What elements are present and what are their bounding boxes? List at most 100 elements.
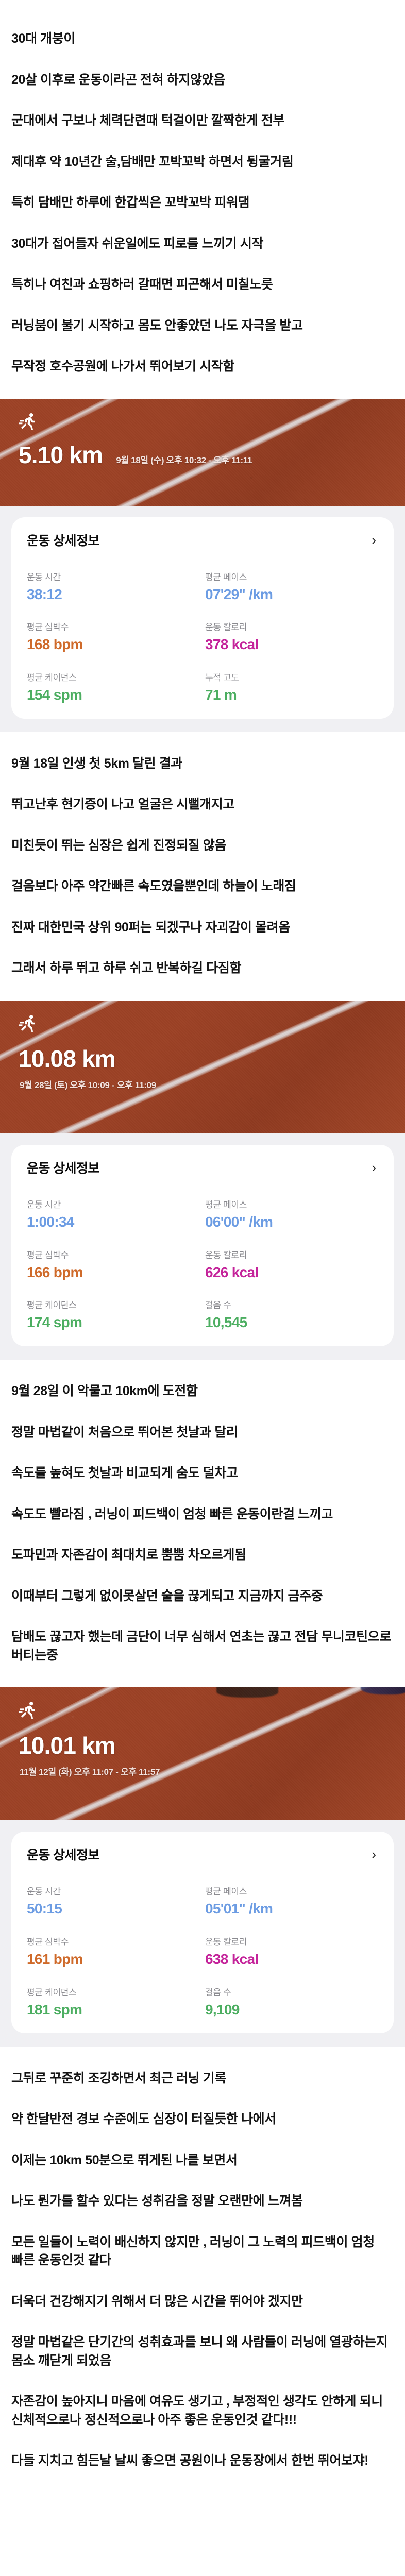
stat-cell: 평균 케이던스 174 spm: [27, 1298, 200, 1331]
stat-value: 1:00:34: [27, 1213, 74, 1230]
post-paragraph: 이때부터 그렇게 없이못살던 술을 끊게되고 지금까지 금주중: [11, 1588, 323, 1603]
hero-content: 10.01 km 11월 12일 (화) 오후 11:07 - 오후 11:57: [0, 1687, 405, 1777]
post-paragraph: 30대가 접어들자 쉬운일에도 피로를 느끼기 시작: [11, 236, 264, 251]
post-paragraph: 속도도 빨라짐 , 러닝이 피드백이 엄청 빠른 운동이란걸 느끼고: [11, 1506, 333, 1521]
stat-value: 168 bpm: [27, 636, 83, 653]
run-distance: 10.01 km: [19, 1732, 116, 1759]
intro-text-block: 30대 개붕이 20살 이후로 운동이라곤 전혀 하지않았음 군대에서 구보나 체력…: [0, 30, 405, 376]
paragraph-spacer: [11, 2170, 394, 2192]
post-paragraph: 걸음보다 아주 약간빠른 속도였을뿐인데 하늘이 노래짐: [11, 879, 296, 894]
run-record-card: 10.08 km 9월 28일 (토) 오후 10:09 - 오후 11:09 운동…: [0, 1000, 405, 1360]
paragraph-spacer: [11, 2370, 394, 2393]
paragraph-spacer: [11, 1605, 394, 1628]
running-person-icon: [19, 1014, 405, 1033]
run-distance: 10.08 km: [19, 1045, 116, 1072]
stat-cell: 평균 심박수 168 bpm: [27, 620, 200, 653]
track-photo-hero: 10.08 km 9월 28일 (토) 오후 10:09 - 오후 11:09: [0, 1000, 405, 1133]
stat-value: 71 m: [205, 687, 237, 703]
stat-cell: 평균 페이스 06'00" /km: [205, 1197, 378, 1230]
post-paragraph: 군대에서 구보나 체력단련때 턱걸이만 깔짝한게 전부: [11, 113, 284, 128]
distance-date-row: 5.10 km 9월 18일 (수) 오후 10:32 - 오후 11:11: [19, 443, 405, 467]
stat-label: 평균 페이스: [205, 572, 247, 582]
exercise-detail-card[interactable]: 운동 상세정보 › 운동 시간 50:15 평균 페이스 05'01" /km 평균 심박수…: [11, 1832, 394, 2033]
stat-cell: 평균 심박수 161 bpm: [27, 1935, 200, 1968]
stat-cell: 평균 케이던스 181 spm: [27, 1985, 200, 2018]
run-date-range: 11월 12일 (화) 오후 11:07 - 오후 11:57: [20, 1767, 160, 1777]
detail-card-header[interactable]: 운동 상세정보 ›: [27, 531, 378, 549]
paragraph-spacer: [11, 2129, 394, 2151]
stat-label: 운동 칼로리: [205, 622, 247, 633]
stat-label: 운동 칼로리: [205, 1937, 247, 1947]
post-paragraph: 러닝붐이 불기 시작하고 몸도 안좋았던 나도 자극을 받고: [11, 318, 303, 333]
running-person-icon: [19, 1701, 405, 1720]
run-detail-body: 운동 상세정보 › 운동 시간 38:12 평균 페이스 07'29" /km 평균 심박수…: [0, 505, 405, 732]
paragraph-spacer: [11, 855, 394, 877]
runner-shoe-shadow: [216, 1687, 278, 1698]
stat-label: 평균 케이던스: [27, 673, 77, 683]
paragraph-spacer: [11, 1565, 394, 1587]
chevron-right-icon[interactable]: ›: [372, 1159, 376, 1175]
stat-label: 누적 고도: [205, 673, 239, 683]
paragraph-spacer: [11, 212, 394, 235]
post-paragraph: 미친듯이 뛰는 심장은 쉽게 진정되질 않음: [11, 838, 226, 853]
stat-grid: 운동 시간 50:15 평균 페이스 05'01" /km 평균 심박수 161 bpm 운…: [27, 1884, 378, 2018]
paragraph-spacer: [11, 2088, 394, 2110]
run-detail-body: 운동 상세정보 › 운동 시간 1:00:34 평균 페이스 06'00" /km 평균 심…: [0, 1133, 405, 1360]
stat-label: 평균 심박수: [27, 1937, 69, 1947]
stat-label: 운동 시간: [27, 1199, 61, 1210]
run-record-card: 10.01 km 11월 12일 (화) 오후 11:07 - 오후 11:57 운…: [0, 1687, 405, 2047]
stat-cell: 운동 칼로리 626 kcal: [205, 1248, 378, 1281]
stat-cell: 운동 칼로리 378 kcal: [205, 620, 378, 653]
chevron-right-icon[interactable]: ›: [372, 1846, 376, 1862]
post-paragraph: 그뒤로 꾸준히 조깅하면서 최근 러닝 기록: [11, 2071, 226, 2086]
paragraph-spacer: [11, 253, 394, 276]
post-paragraph: 20살 이후로 운동이라곤 전혀 하지않았음: [11, 72, 225, 87]
post-paragraph: 더욱더 건강해지기 위해서 더 많은 시간을 뛰어야 겠지만: [11, 2294, 303, 2309]
paragraph-spacer: [11, 1401, 394, 1423]
paragraph-spacer: [11, 1483, 394, 1505]
detail-card-header[interactable]: 운동 상세정보 ›: [27, 1158, 378, 1177]
stat-value: 166 bpm: [27, 1264, 83, 1280]
stat-label: 평균 페이스: [205, 1887, 247, 1897]
post-paragraph: 정말 마법같은 단기간의 성취효과를 보니 왜 사람들이 러닝에 열광하는지 몸…: [11, 2335, 388, 2368]
stat-label: 평균 페이스: [205, 1199, 247, 1210]
post-paragraph: 9월 18일 인생 첫 5km 달린 결과: [11, 756, 183, 771]
paragraph-spacer: [11, 48, 394, 71]
post-paragraph: 나도 뭔가를 할수 있다는 성취감을 정말 오랜만에 느껴봄: [11, 2194, 303, 2209]
stat-label: 평균 케이던스: [27, 1300, 77, 1311]
stat-grid: 운동 시간 38:12 평균 페이스 07'29" /km 평균 심박수 168 bpm 운…: [27, 570, 378, 703]
exercise-detail-card[interactable]: 운동 상세정보 › 운동 시간 38:12 평균 페이스 07'29" /km 평균 심박수…: [11, 517, 394, 719]
run-record-card: 5.10 km 9월 18일 (수) 오후 10:32 - 오후 11:11 운동 …: [0, 398, 405, 732]
stat-value: 161 bpm: [27, 1951, 83, 1968]
chevron-right-icon[interactable]: ›: [372, 532, 376, 548]
post-paragraph: 속도를 높혀도 첫날과 비교되게 숨도 덜차고: [11, 1466, 238, 1481]
stat-value: 626 kcal: [205, 1264, 259, 1280]
post-paragraph: 정말 마법같이 처음으로 뛰어본 첫날과 달리: [11, 1425, 238, 1439]
stat-cell: 운동 시간 50:15: [27, 1884, 200, 1917]
run-detail-body: 운동 상세정보 › 운동 시간 50:15 평균 페이스 05'01" /km 평균 심박수…: [0, 1820, 405, 2047]
detail-card-title: 운동 상세정보: [27, 1848, 99, 1863]
run-date-range: 9월 28일 (토) 오후 10:09 - 오후 11:09: [20, 1080, 156, 1090]
run-date-range: 9월 18일 (수) 오후 10:32 - 오후 11:11: [116, 455, 252, 465]
run-screenshot-2: 10.08 km 9월 28일 (토) 오후 10:09 - 오후 11:09 운동…: [0, 1000, 405, 1360]
exercise-detail-card[interactable]: 운동 상세정보 › 운동 시간 1:00:34 평균 페이스 06'00" /km 평균 심…: [11, 1144, 394, 1347]
stat-label: 운동 칼로리: [205, 1250, 247, 1260]
paragraph-spacer: [11, 294, 394, 317]
stat-label: 평균 심박수: [27, 622, 69, 633]
post-paragraph: 9월 28일 이 악물고 10km에 도전함: [11, 1384, 198, 1399]
stat-cell: 운동 시간 1:00:34: [27, 1197, 200, 1230]
stat-cell: 평균 심박수 166 bpm: [27, 1248, 200, 1281]
runner-shoe-shadow: [361, 1687, 405, 1695]
post-paragraph: 도파민과 자존감이 최대치로 뿜뿜 차오르게됨: [11, 1548, 246, 1563]
post-paragraph: 약 한달반전 경보 수준에도 심장이 터질듯한 나에서: [11, 2112, 276, 2127]
stat-label: 평균 심박수: [27, 1250, 69, 1260]
stat-grid: 운동 시간 1:00:34 평균 페이스 06'00" /km 평균 심박수 166 bp…: [27, 1197, 378, 1331]
running-person-icon: [19, 412, 405, 432]
stat-cell: 걸음 수 9,109: [205, 1985, 378, 2018]
post-paragraph: 특히나 여친과 쇼핑하러 갈때면 피곤해서 미칠노릇: [11, 277, 273, 292]
stat-value: 181 spm: [27, 2001, 82, 2018]
stat-cell: 평균 페이스 07'29" /km: [205, 570, 378, 603]
detail-card-header[interactable]: 운동 상세정보 ›: [27, 1845, 378, 1863]
paragraph-spacer: [11, 335, 394, 358]
